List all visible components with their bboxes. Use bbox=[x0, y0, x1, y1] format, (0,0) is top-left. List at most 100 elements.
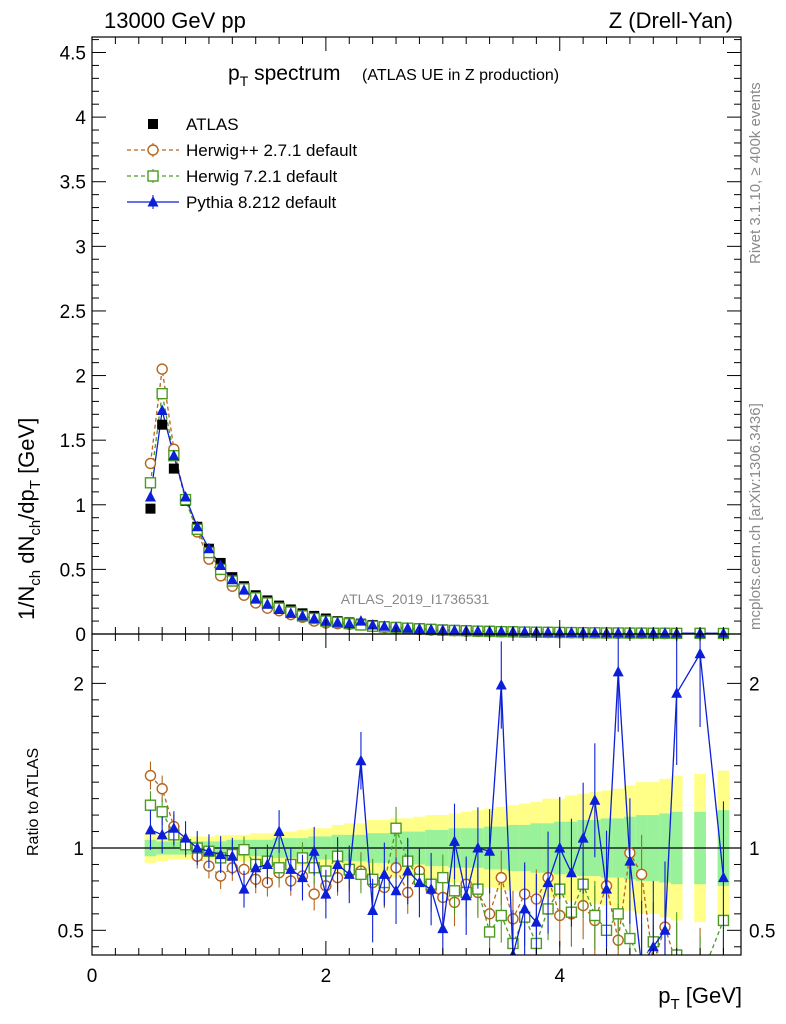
ratio-point-herwig-7-2-1-default bbox=[238, 843, 250, 856]
ylabel-part-b: dN bbox=[14, 536, 39, 570]
ratio-point-pythia-8-212-default bbox=[472, 842, 484, 853]
ratio-point-herwig-7-2-1-default bbox=[273, 862, 285, 874]
legend-label: ATLAS bbox=[186, 115, 239, 134]
legend-marker bbox=[147, 196, 159, 207]
main-point-pythia-8-212-default bbox=[226, 573, 238, 585]
main-point-pythia-8-212-default bbox=[343, 617, 355, 629]
main-point-herwig-2-7-1-default bbox=[156, 363, 168, 375]
ratio-point-herwig-2-7-1-default bbox=[495, 871, 507, 884]
ratio-ytick-label-right: 2 bbox=[749, 674, 760, 695]
main-point-pythia-8-212-default bbox=[191, 520, 203, 532]
main-point-herwig-2-7-1-default bbox=[144, 457, 157, 470]
ratio-point-pythia-8-212-default bbox=[612, 665, 624, 677]
plot-title-note: (ATLAS UE in Z production) bbox=[362, 67, 559, 84]
main-point-pythia-8-212-default bbox=[659, 627, 671, 638]
main-ytick-label: 1 bbox=[75, 496, 86, 517]
legend-label: Pythia 8.212 default bbox=[186, 193, 337, 212]
ratio-ytick-label: 0.5 bbox=[58, 921, 84, 942]
plot-title: pT spectrum bbox=[228, 62, 340, 89]
ratio-point-herwig-7-2-1-default bbox=[612, 908, 624, 920]
main-ytick-label: 2 bbox=[75, 367, 86, 388]
ratio-point-pythia-8-212-default bbox=[413, 876, 425, 888]
rivet-label: Rivet 3.1.10, ≥ 400k events bbox=[747, 82, 764, 264]
main-point-pythia-8-212-default bbox=[180, 491, 192, 502]
ratio-point-pythia-8-212-default bbox=[437, 922, 449, 934]
main-point-pythia-8-212-default bbox=[308, 612, 320, 623]
main-point-pythia-8-212-default bbox=[449, 624, 461, 635]
main-point-pythia-8-212-default bbox=[261, 598, 273, 609]
ratio-point-herwig-7-2-1-default bbox=[483, 926, 496, 938]
ratio-point-pythia-8-212-default bbox=[577, 832, 589, 843]
legend-entry-herwig-7-2-1-default: Herwig 7.2.1 default bbox=[127, 167, 337, 186]
ratio-point-pythia-8-212-default bbox=[332, 858, 344, 869]
ratio-point-pythia-8-212-default bbox=[460, 889, 472, 901]
main-point-atlas bbox=[145, 503, 156, 514]
ratio-point-pythia-8-212-default bbox=[717, 871, 729, 883]
main-ytick-label: 3 bbox=[75, 237, 86, 258]
main-point-pythia-8-212-default bbox=[238, 584, 250, 595]
ratio-point-pythia-8-212-default bbox=[601, 883, 613, 894]
ratio-y-axis-title: Ratio to ATLAS bbox=[25, 748, 42, 856]
title-main: p bbox=[228, 62, 240, 85]
ylabel-part-a: 1/N bbox=[14, 586, 39, 620]
ratio-point-pythia-8-212-default bbox=[671, 687, 683, 698]
ratio-data bbox=[144, 634, 730, 976]
ratio-frame bbox=[91, 633, 742, 956]
ratio-panel: 0.5 0.5 1 1 2 2 0 2 4 bbox=[58, 633, 775, 987]
ratio-point-pythia-8-212-default bbox=[647, 940, 659, 952]
ratio-ytick-label: 1 bbox=[73, 839, 84, 860]
main-point-pythia-8-212-default bbox=[425, 623, 437, 634]
legend-label: Herwig 7.2.1 default bbox=[186, 167, 337, 186]
main-point-pythia-8-212-default bbox=[612, 626, 624, 638]
ratio-point-pythia-8-212-default bbox=[273, 825, 285, 837]
ylabel-sub-c: T bbox=[27, 480, 44, 489]
main-point-atlas bbox=[157, 419, 168, 430]
main-point-pythia-8-212-default bbox=[285, 607, 297, 618]
main-ytick-label: 1.5 bbox=[60, 431, 86, 452]
ratio-point-pythia-8-212-default bbox=[378, 868, 390, 879]
main-panel: 0 0.5 1 1.5 2 2.5 3 3.5 4 4.5 bbox=[60, 36, 742, 646]
ratio-point-pythia-8-212-default bbox=[565, 866, 577, 878]
main-point-pythia-8-212-default bbox=[273, 603, 285, 614]
ratio-point-pythia-8-212-default bbox=[495, 679, 507, 690]
mcplots-label: mcplots.cern.ch [arXiv:1306.3436] bbox=[747, 403, 764, 630]
ratio-point-herwig-7-2-1-default bbox=[589, 909, 601, 922]
main-ytick-label: 2.5 bbox=[60, 302, 86, 323]
ratio-point-pythia-8-212-default bbox=[168, 822, 180, 833]
ratio-point-pythia-8-212-default bbox=[308, 845, 320, 856]
ratio-point-pythia-8-212-default bbox=[203, 845, 215, 856]
header-left-label: 13000 GeV pp bbox=[104, 8, 246, 33]
ratio-point-pythia-8-212-default bbox=[156, 828, 168, 840]
main-ytick-label: 0.5 bbox=[60, 560, 86, 581]
ratio-point-pythia-8-212-default bbox=[191, 842, 203, 853]
ratio-point-pythia-8-212-default bbox=[367, 904, 379, 916]
ratio-point-pythia-8-212-default bbox=[343, 868, 355, 879]
ratio-point-pythia-8-212-default bbox=[402, 865, 414, 876]
ratio-point-herwig-7-2-1-default bbox=[660, 966, 670, 976]
ratio-point-pythia-8-212-default bbox=[355, 754, 367, 766]
main-ytick-label: 3.5 bbox=[60, 173, 86, 194]
ratio-point-pythia-8-212-default bbox=[659, 924, 671, 935]
ratio-point-herwig-2-7-1-default bbox=[144, 769, 157, 782]
legend-marker bbox=[148, 119, 158, 129]
ratio-point-pythia-8-212-default bbox=[261, 858, 273, 869]
main-ytick-label: 4.5 bbox=[60, 44, 86, 65]
ratio-point-pythia-8-212-default bbox=[624, 855, 636, 866]
legend-label: Herwig++ 2.7.1 default bbox=[186, 141, 357, 160]
ratio-point-pythia-8-212-default bbox=[215, 848, 227, 860]
ratio-point-pythia-8-212-default bbox=[530, 916, 542, 927]
ratio-xtick-label: 2 bbox=[321, 966, 332, 987]
main-ytick-label: 0 bbox=[75, 625, 86, 646]
ratio-point-pythia-8-212-default bbox=[238, 883, 250, 894]
header-right-label: Z (Drell-Yan) bbox=[609, 8, 733, 33]
ratio-point-herwig-2-7-1-default bbox=[648, 958, 658, 968]
ylabel-sub-b: ch bbox=[27, 520, 44, 536]
ratio-point-pythia-8-212-default bbox=[226, 850, 238, 861]
ratio-ytick-label: 2 bbox=[73, 674, 84, 695]
ratio-point-herwig-7-2-1-default bbox=[437, 871, 449, 884]
ratio-point-herwig-7-2-1-default bbox=[637, 958, 647, 968]
main-point-herwig-7-2-1-default bbox=[144, 477, 157, 489]
title-rest: spectrum bbox=[248, 62, 340, 85]
ratio-point-herwig-2-7-1-default bbox=[635, 868, 648, 881]
